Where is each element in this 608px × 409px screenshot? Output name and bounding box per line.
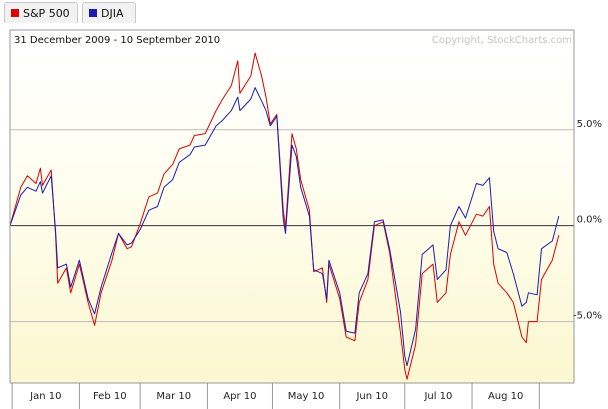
- plot-frame: [9, 29, 575, 384]
- series-line-djia: [9, 87, 560, 367]
- chart-subtitle: 31 December 2009 - 10 September 2010: [14, 35, 220, 46]
- legend-label-djia: DJIA: [101, 6, 124, 20]
- series-line-sp500: [9, 52, 560, 380]
- legend-label-sp500: S&P 500: [23, 6, 70, 20]
- y-tick-label: 5.0%: [577, 119, 602, 130]
- x-tick-label: Feb 10: [93, 391, 127, 402]
- x-tick-label: Jul 10: [423, 391, 452, 402]
- y-axis: 5.0% 0.0% -5.0%: [573, 119, 602, 322]
- x-tick-label: Mar 10: [156, 391, 191, 402]
- x-tick-label: Jan 10: [29, 391, 61, 402]
- x-axis: Jan 10 Feb 10 Mar 10 Apr 10 May 10 Jun 10 Jul …: [11, 383, 540, 409]
- x-tick-label: Jun 10: [355, 391, 388, 402]
- grid-lines: [10, 129, 574, 323]
- x-tick-label: Aug 10: [488, 391, 523, 402]
- series-lines: [9, 52, 560, 380]
- watermark: Copyright, StockCharts.com: [432, 35, 572, 46]
- sp500-swatch: [11, 9, 19, 17]
- plot-background: [10, 30, 574, 383]
- x-tick-label: May 10: [288, 391, 325, 402]
- legend: S&P 500 DJIA: [0, 0, 608, 26]
- x-tick-label: Apr 10: [223, 391, 256, 402]
- legend-item-djia[interactable]: DJIA: [82, 2, 136, 23]
- djia-swatch: [89, 9, 97, 17]
- legend-item-sp500[interactable]: S&P 500: [4, 2, 78, 23]
- y-tick-label: 0.0%: [577, 215, 602, 226]
- y-tick-label: -5.0%: [573, 311, 602, 322]
